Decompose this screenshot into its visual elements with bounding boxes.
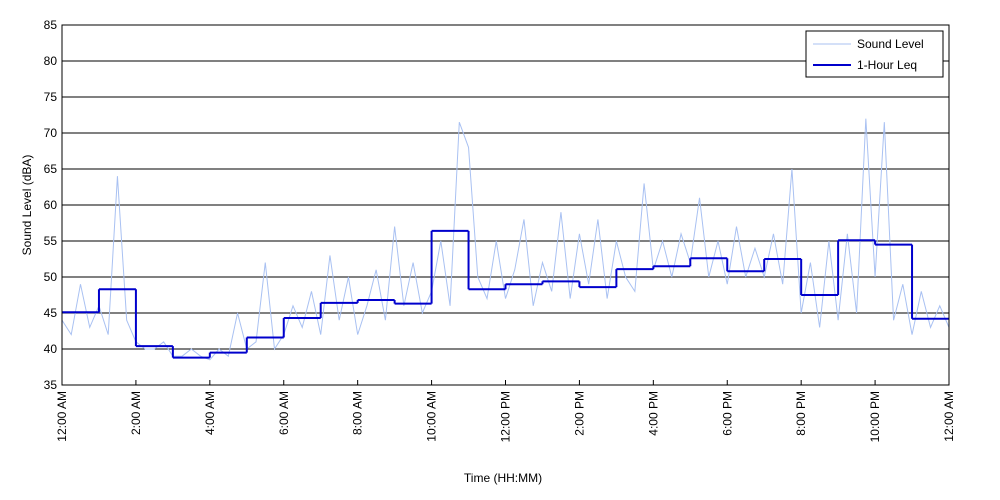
plot-frame (61, 24, 950, 386)
x-tick-label: 8:00 AM (351, 391, 365, 435)
y-tick-label: 50 (44, 270, 58, 284)
legend-label: Sound Level (857, 37, 924, 51)
legend-label: 1-Hour Leq (857, 58, 917, 72)
legend-box (805, 30, 944, 78)
x-tick-label: 6:00 PM (720, 391, 734, 436)
x-axis-title: Time (HH:MM) (464, 471, 542, 485)
y-tick-label: 75 (44, 90, 58, 104)
x-tick-label: 8:00 PM (794, 391, 808, 436)
y-tick-label: 45 (44, 306, 58, 320)
y-tick-label: 60 (44, 198, 58, 212)
y-axis-title: Sound Level (dBA) (20, 155, 34, 256)
x-tick-label: 6:00 AM (277, 391, 291, 435)
x-tick-label: 2:00 PM (572, 391, 586, 436)
y-tick-label: 55 (44, 234, 58, 248)
x-tick-label: 12:00 AM (942, 391, 956, 442)
x-tick-label: 10:00 PM (868, 391, 882, 442)
x-tick-label: 12:00 AM (55, 391, 69, 442)
x-tick-label: 12:00 PM (499, 391, 513, 442)
x-tick-label: 4:00 AM (203, 391, 217, 435)
y-tick-label: 35 (44, 378, 58, 392)
y-tick-label: 65 (44, 162, 58, 176)
y-tick-label: 80 (44, 54, 58, 68)
x-tick-label: 10:00 AM (425, 391, 439, 442)
x-tick-label: 2:00 AM (129, 391, 143, 435)
y-tick-label: 85 (44, 18, 58, 32)
x-tick-label: 4:00 PM (646, 391, 660, 436)
y-tick-label: 40 (44, 342, 58, 356)
y-tick-label: 70 (44, 126, 58, 140)
series-line (62, 118, 949, 361)
